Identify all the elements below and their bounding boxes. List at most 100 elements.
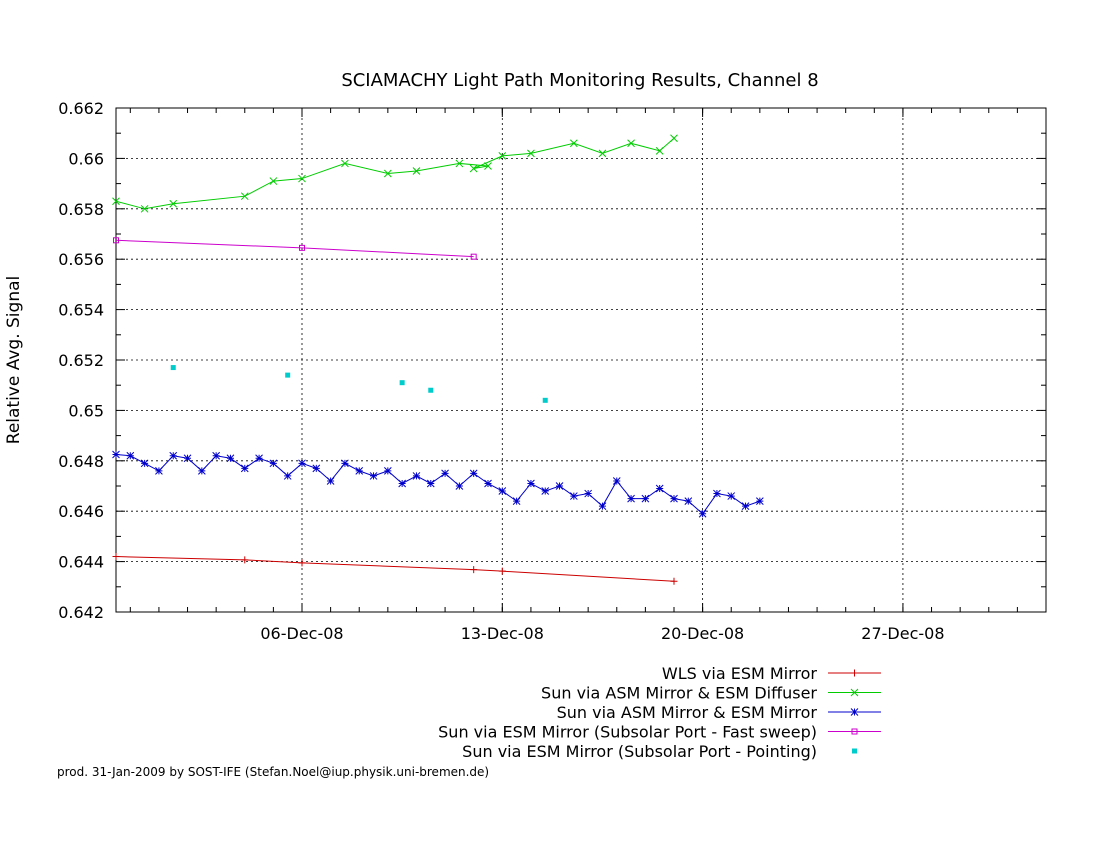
data-point <box>598 502 607 511</box>
data-point <box>670 494 678 503</box>
data-point <box>612 477 621 485</box>
data-point <box>655 484 664 493</box>
y-tick-label: 0.66 <box>68 149 104 168</box>
legend-label: Sun via ASM Mirror & ESM Mirror <box>557 703 818 722</box>
data-point <box>169 199 178 208</box>
data-point <box>112 450 120 459</box>
y-tick-label: 0.658 <box>58 200 104 219</box>
data-point <box>670 134 678 143</box>
series-line <box>115 454 761 515</box>
data-point <box>212 451 221 460</box>
data-point <box>426 479 435 488</box>
data-point <box>698 509 707 518</box>
series-layer <box>112 134 764 585</box>
data-point <box>113 237 119 244</box>
data-point <box>240 464 249 473</box>
data-point <box>283 472 292 480</box>
data-point <box>527 149 535 158</box>
data-point <box>441 469 449 478</box>
y-tick-label: 0.662 <box>58 99 104 118</box>
y-tick-label: 0.656 <box>58 250 104 269</box>
chart-title: SCIAMACHY Light Path Monitoring Results,… <box>341 70 818 91</box>
data-point <box>399 380 405 386</box>
data-point <box>455 482 464 490</box>
data-point <box>183 454 192 463</box>
data-point <box>655 146 664 155</box>
legend-marker <box>851 728 858 735</box>
data-point <box>542 397 548 403</box>
data-point <box>641 494 650 503</box>
data-point <box>412 472 421 480</box>
data-point <box>298 559 306 567</box>
data-point <box>498 152 507 160</box>
legend-item: WLS via ESM Mirror <box>662 664 881 683</box>
legend-label: Sun via ASM Mirror & ESM Diffuser <box>541 684 817 703</box>
data-point <box>713 489 721 498</box>
data-point <box>383 169 392 178</box>
data-point <box>197 467 206 475</box>
y-tick-label: 0.646 <box>58 502 104 521</box>
data-point <box>598 149 607 158</box>
data-point <box>627 139 635 148</box>
legend-item: Sun via ASM Mirror & ESM Mirror <box>557 703 881 722</box>
data-point <box>269 459 278 468</box>
data-point <box>112 197 120 206</box>
x-tick-label: 20-Dec-08 <box>661 624 744 643</box>
data-point <box>369 472 378 480</box>
data-point <box>755 497 764 505</box>
data-point <box>569 139 578 148</box>
data-point <box>670 577 678 585</box>
data-point <box>240 192 249 201</box>
data-point <box>269 177 278 185</box>
legend-marker <box>850 688 859 697</box>
data-point <box>484 162 492 170</box>
data-point <box>140 204 149 213</box>
data-point <box>455 159 464 168</box>
data-point <box>241 556 249 564</box>
data-point <box>112 553 120 561</box>
data-point <box>541 487 550 495</box>
data-point <box>569 492 578 500</box>
data-point <box>428 387 434 393</box>
data-point <box>140 459 149 468</box>
data-point <box>741 502 750 511</box>
data-point <box>512 497 521 505</box>
data-point <box>298 174 306 183</box>
data-point <box>298 459 306 468</box>
data-point <box>155 467 163 475</box>
data-point <box>383 467 392 475</box>
data-point <box>727 492 736 500</box>
x-tick-label: 27-Dec-08 <box>861 624 944 643</box>
data-point <box>684 497 693 505</box>
legend-label: Sun via ESM Mirror (Subsolar Port - Poin… <box>462 742 817 761</box>
legend-item: Sun via ESM Mirror (Subsolar Port - Fast… <box>438 723 881 742</box>
x-tick-label: 13-Dec-08 <box>461 624 544 643</box>
series-4 <box>170 365 548 403</box>
series-1 <box>112 134 678 213</box>
footer-credit: prod. 31-Jan-2009 by SOST-IFE (Stefan.No… <box>57 765 489 779</box>
data-point <box>498 487 507 495</box>
data-point <box>398 479 407 488</box>
data-point <box>355 467 364 475</box>
series-0 <box>112 553 678 585</box>
data-point <box>126 451 135 460</box>
y-tick-label: 0.642 <box>58 603 104 622</box>
y-tick-label: 0.652 <box>58 351 104 370</box>
data-point <box>498 567 506 575</box>
legend-item: Sun via ASM Mirror & ESM Diffuser <box>541 684 881 703</box>
legend-label: WLS via ESM Mirror <box>662 664 818 683</box>
series-line <box>115 137 675 210</box>
y-tick-label: 0.65 <box>68 401 104 420</box>
grid <box>116 108 1046 612</box>
data-point <box>170 365 176 371</box>
data-point <box>470 566 478 574</box>
data-point <box>527 479 535 488</box>
x-tick-label: 06-Dec-08 <box>260 624 343 643</box>
series-3 <box>113 237 477 260</box>
series-2 <box>112 450 764 518</box>
data-point <box>627 494 635 503</box>
y-axis-label: Relative Avg. Signal <box>4 276 24 444</box>
series-line <box>115 239 474 258</box>
data-point <box>341 459 349 468</box>
